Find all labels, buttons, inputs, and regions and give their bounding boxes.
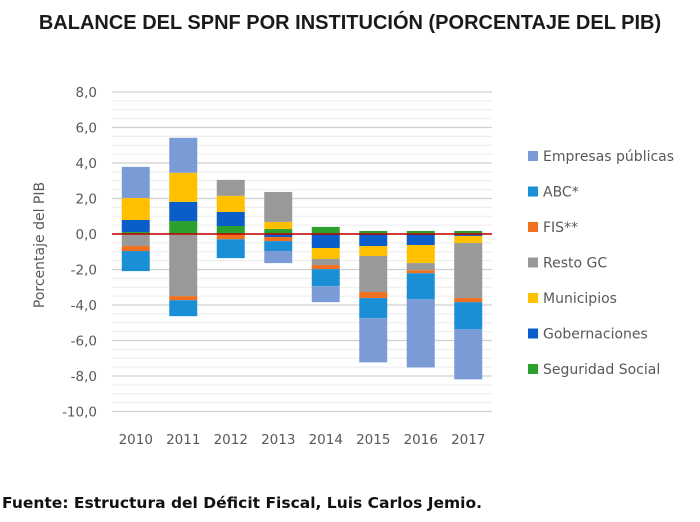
bar-segment-gobernaciones-2014 (311, 234, 340, 249)
x-tick-labels: 2010 2011 2012 2013 2014 2015 2016 2017 (119, 432, 486, 448)
bar-segment-seguridad-social-2013 (264, 229, 293, 234)
legend-label: Resto GC (543, 256, 607, 272)
y-tick-label: -6,0 (71, 334, 97, 350)
bar-segment-municipios-2015 (359, 246, 388, 257)
x-tick-label: 2010 (119, 432, 153, 448)
legend-swatch (528, 222, 538, 232)
legend-swatch (528, 257, 538, 268)
legend-swatch (528, 186, 538, 197)
bar-segment-empresas-p-blicas-2010 (121, 166, 150, 198)
bar-segment-resto-gc-2010 (121, 234, 150, 247)
bar-segment-seguridad-social-2012 (216, 226, 245, 234)
chart-title: BALANCE DEL SPNF POR INSTITUCIÓN (PORCEN… (38, 12, 662, 34)
bar-segment-gobernaciones-2016 (406, 234, 435, 246)
bar-segment-fis-2011 (169, 296, 198, 301)
bar-segment-fis-2013 (264, 237, 293, 242)
y-tick-label: 6,0 (76, 121, 97, 137)
bar-segment-abc-2016 (406, 273, 435, 300)
bar-segment-resto-gc-2014 (311, 259, 340, 266)
y-tick-label: -4,0 (71, 298, 97, 314)
legend-swatch (528, 328, 538, 339)
bar-segment-empresas-p-blicas-2015 (359, 318, 388, 363)
bar-segment-fis-2016 (406, 270, 435, 274)
bar-segment-municipios-2010 (121, 197, 150, 220)
bar-segment-gobernaciones-2010 (121, 219, 150, 233)
x-tick-label: 2011 (166, 432, 200, 448)
bar-segment-fis-2012 (216, 234, 245, 240)
bar-segment-empresas-p-blicas-2016 (406, 299, 435, 368)
legend-label: Empresas públicas (543, 149, 674, 165)
bar-segment-municipios-2017 (454, 235, 483, 244)
bar-segment-gobernaciones-2017 (454, 234, 483, 236)
bar-segment-resto-gc-2017 (454, 243, 483, 299)
y-tick-labels: 8,0 6,0 4,0 2,0 0,0 -2,0 -4,0 -6,0 -8,0 -10,0 (62, 85, 97, 421)
y-tick-label: -8,0 (71, 369, 97, 385)
bar-segment-resto-gc-2011 (169, 234, 198, 297)
bar-segment-gobernaciones-2011 (169, 201, 198, 222)
y-tick-label: -10,0 (62, 405, 97, 421)
x-tick-label: 2013 (261, 432, 295, 448)
bars (121, 137, 483, 380)
y-tick-label: 8,0 (76, 85, 97, 101)
bar-segment-municipios-2016 (406, 245, 435, 264)
bar-segment-fis-2015 (359, 292, 388, 299)
bar-segment-fis-2014 (311, 265, 340, 270)
bar-segment-abc-2012 (216, 239, 245, 259)
legend-swatch (528, 151, 538, 161)
bar-segment-municipios-2012 (216, 195, 245, 212)
bar-segment-seguridad-social-2011 (169, 221, 198, 234)
bar-segment-empresas-p-blicas-2013 (264, 251, 293, 264)
x-tick-label: 2015 (356, 432, 390, 448)
bar-segment-empresas-p-blicas-2017 (454, 329, 483, 380)
bar-segment-resto-gc-2013 (264, 191, 293, 222)
bar-segment-abc-2013 (264, 241, 293, 252)
bar-segment-seguridad-social-2017 (454, 230, 483, 234)
legend-label: FIS** (543, 220, 578, 236)
bar-segment-municipios-2013 (264, 221, 293, 230)
bar-segment-abc-2011 (169, 300, 198, 317)
legend-swatch (528, 293, 538, 303)
legend-label: ABC* (543, 185, 579, 201)
bar-segment-municipios-2011 (169, 172, 198, 202)
legend-label: Seguridad Social (543, 362, 660, 378)
bar-segment-empresas-p-blicas-2011 (169, 137, 198, 173)
y-tick-label: 2,0 (76, 192, 97, 208)
bar-segment-fis-2010 (121, 246, 150, 252)
x-tick-label: 2014 (309, 432, 343, 448)
x-tick-label: 2016 (404, 432, 438, 448)
bar-segment-resto-gc-2015 (359, 256, 388, 293)
bar-segment-seguridad-social-2016 (406, 230, 435, 234)
x-tick-label: 2012 (214, 432, 248, 448)
legend-label: Municipios (543, 291, 617, 307)
bar-segment-fis-2017 (454, 298, 483, 303)
bar-segment-abc-2017 (454, 302, 483, 330)
legend-swatch (528, 364, 538, 374)
bar-segment-resto-gc-2016 (406, 263, 435, 271)
bar-segment-abc-2014 (311, 269, 340, 287)
bar-segment-abc-2015 (359, 298, 388, 319)
y-tick-label: 4,0 (76, 156, 97, 172)
bar-segment-seguridad-social-2010 (121, 232, 150, 234)
x-tick-label: 2017 (451, 432, 485, 448)
bar-segment-gobernaciones-2013 (264, 234, 293, 238)
bar-segment-resto-gc-2012 (216, 179, 245, 196)
bar-segment-municipios-2014 (311, 248, 340, 260)
source-note: Fuente: Estructura del Déficit Fiscal, L… (2, 494, 483, 512)
y-axis-title: Porcentaje del PIB (32, 182, 48, 308)
stacked-bar-chart: 8,0 6,0 4,0 2,0 0,0 -2,0 -4,0 -6,0 -8,0 -10,0 201… (32, 85, 674, 448)
legend: Empresas públicas ABC* FIS** Resto GC Munici… (528, 149, 674, 378)
legend-label: Gobernaciones (543, 327, 648, 343)
bar-segment-gobernaciones-2012 (216, 211, 245, 227)
bar-segment-seguridad-social-2015 (359, 230, 388, 234)
bar-segment-empresas-p-blicas-2014 (311, 286, 340, 303)
y-tick-label: 0,0 (76, 227, 97, 243)
bar-segment-gobernaciones-2015 (359, 234, 388, 247)
gridlines (112, 91, 492, 413)
y-tick-label: -2,0 (71, 263, 97, 279)
bar-segment-abc-2010 (121, 251, 150, 272)
bar-segment-seguridad-social-2014 (311, 226, 340, 234)
